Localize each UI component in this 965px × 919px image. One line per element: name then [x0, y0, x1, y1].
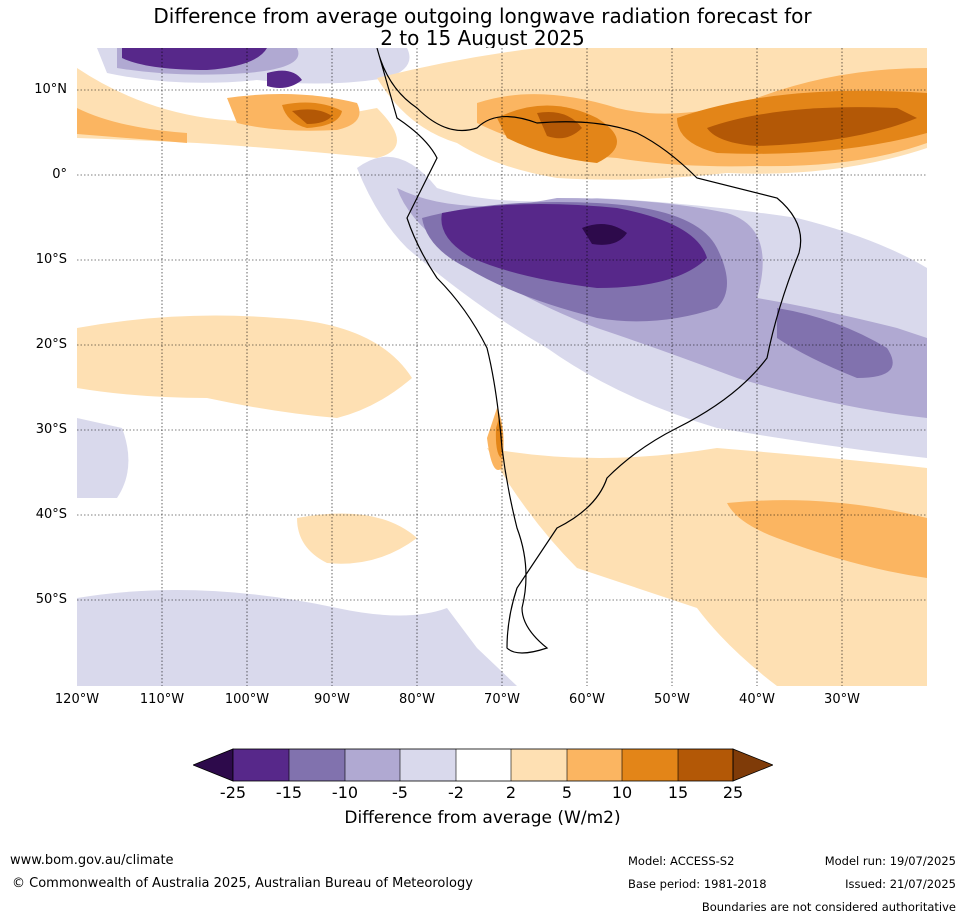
colorbar-swatch [511, 749, 567, 781]
map-canvas [77, 48, 927, 686]
lat-label: 30°S [35, 422, 67, 437]
colorbar-swatch [567, 749, 622, 781]
lat-label: 0° [52, 167, 67, 182]
anomaly-field [77, 48, 927, 686]
lat-label: 20°S [35, 337, 67, 352]
colorbar-tick: 10 [611, 783, 633, 802]
colorbar-tick: -15 [275, 783, 303, 802]
lon-label: 70°W [484, 692, 520, 707]
colorbar-label: Difference from average (W/m2) [344, 808, 621, 828]
colorbar-swatch [233, 749, 289, 781]
colorbar-swatch [456, 749, 511, 781]
colorbar-tick: 25 [722, 783, 744, 802]
map-title-line1: Difference from average outgoing longwav… [153, 4, 812, 28]
issued-date: Issued: 21/07/2025 [845, 877, 956, 891]
model-name: Model: ACCESS-S2 [628, 854, 735, 868]
colorbar [193, 748, 773, 782]
lat-label: 10°S [35, 252, 67, 267]
map-title-line2: 2 to 15 August 2025 [380, 26, 585, 50]
lat-label: 50°S [35, 592, 67, 607]
map-panel [77, 48, 927, 686]
lon-label: 120°W [54, 692, 100, 707]
boundaries-disclaimer: Boundaries are not considered authoritat… [701, 900, 956, 914]
lon-label: 110°W [139, 692, 185, 707]
lon-label: 100°W [224, 692, 270, 707]
copyright-notice: © Commonwealth of Australia 2025, Austra… [12, 876, 473, 891]
colorbar-swatch [678, 749, 733, 781]
colorbar-tick: -25 [219, 783, 247, 802]
model-run-date: Model run: 19/07/2025 [824, 854, 956, 868]
colorbar-tick: 2 [505, 783, 517, 802]
colorbar-extend-low [193, 748, 234, 782]
lon-label: 60°W [569, 692, 605, 707]
colorbar-swatch [622, 749, 678, 781]
colorbar-tick: -5 [392, 783, 408, 802]
bom-url[interactable]: www.bom.gov.au/climate [10, 853, 174, 868]
lon-label: 80°W [399, 692, 435, 707]
colorbar-extend-high [732, 748, 773, 782]
colorbar-swatch [289, 749, 345, 781]
lat-label: 40°S [35, 507, 67, 522]
coastlines [376, 48, 802, 654]
colorbar-tick: -2 [448, 783, 464, 802]
lat-label: 10°N [34, 82, 67, 97]
colorbar-tick: 15 [667, 783, 689, 802]
lon-label: 40°W [739, 692, 775, 707]
lon-label: 30°W [824, 692, 860, 707]
colorbar-swatch [400, 749, 456, 781]
colorbar-swatch [345, 749, 400, 781]
lon-label: 90°W [314, 692, 350, 707]
lon-label: 50°W [654, 692, 690, 707]
base-period: Base period: 1981-2018 [628, 877, 767, 891]
graticule [77, 48, 927, 686]
colorbar-tick: -10 [331, 783, 359, 802]
colorbar-tick: 5 [561, 783, 573, 802]
